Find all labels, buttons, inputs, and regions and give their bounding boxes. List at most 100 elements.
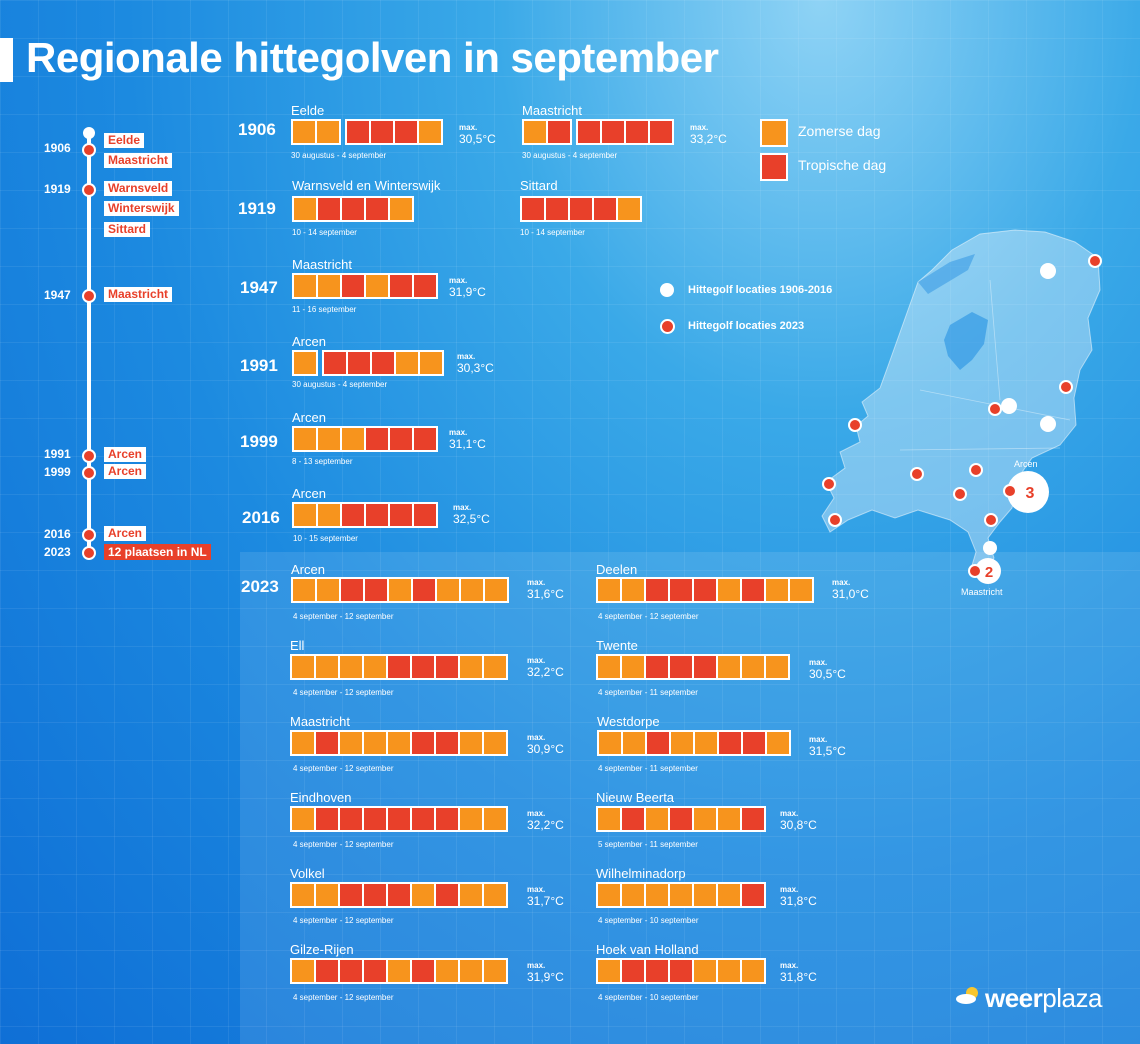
map-dot-historic xyxy=(1040,263,1056,279)
zomerse-dag-cell xyxy=(484,656,506,678)
timeline-label: Maastricht xyxy=(104,287,173,302)
map-ijsselmeer xyxy=(944,312,988,370)
event-dates: 4 september - 10 september xyxy=(598,916,699,925)
event-max-temp: 32,5°C xyxy=(453,512,490,526)
zomerse-dag-cell xyxy=(340,732,364,754)
event-max-temp: 30,3°C xyxy=(457,361,494,375)
timeline-dot-2023 xyxy=(82,546,96,560)
timeline-dot-1947 xyxy=(82,289,96,303)
tropische-dag-cell xyxy=(670,656,694,678)
zomerse-dag-cell xyxy=(292,808,316,830)
tropische-dag-cell xyxy=(694,656,718,678)
map-dot-2023 xyxy=(969,463,983,477)
zomerse-dag-cell xyxy=(742,656,766,678)
zomerse-dag-cell xyxy=(396,352,420,374)
day-segment xyxy=(522,119,572,145)
event-max-temp: 31,0°C xyxy=(832,587,869,601)
zomerse-dag-cell xyxy=(524,121,548,143)
event-day-boxes xyxy=(292,273,442,299)
tropische-dag-cell xyxy=(670,579,694,601)
event-station: Maastricht xyxy=(522,103,582,118)
tropische-dag-cell xyxy=(414,504,436,526)
tropische-dag-cell xyxy=(742,808,764,830)
day-segment xyxy=(291,577,509,603)
tropische-dag-cell xyxy=(670,960,694,982)
event-dates: 30 augustus - 4 september xyxy=(291,151,387,160)
map-dot-historic xyxy=(983,541,997,555)
event-day-boxes xyxy=(596,577,818,603)
zomerse-dag-cell xyxy=(485,579,507,601)
tropische-dag-cell xyxy=(348,352,372,374)
timeline-line xyxy=(87,132,91,552)
zomerse-dag-cell xyxy=(293,121,317,143)
event-max-temp: 31,1°C xyxy=(449,437,486,451)
zomerse-dag-cell xyxy=(389,579,413,601)
map-label-maastricht: Maastricht xyxy=(961,587,1003,597)
tropische-dag-cell xyxy=(342,275,366,297)
zomerse-dag-cell xyxy=(420,352,442,374)
timeline-label: Arcen xyxy=(104,526,147,541)
zomerse-dag-cell xyxy=(294,352,316,374)
tropische-dag-cell xyxy=(364,960,388,982)
event-dates: 4 september - 12 september xyxy=(293,840,394,849)
event-max-temp: 30,9°C xyxy=(527,742,564,756)
timeline-start-dot xyxy=(83,127,95,139)
event-station: Gilze-Rijen xyxy=(290,942,354,957)
zomerse-dag-cell xyxy=(484,732,506,754)
event-station: Hoek van Holland xyxy=(596,942,699,957)
event-day-boxes xyxy=(290,958,512,984)
title-accent-bar xyxy=(0,38,13,82)
timeline-year: 2023 xyxy=(44,545,71,559)
event-dates: 30 augustus - 4 september xyxy=(292,380,388,389)
event-dates: 4 september - 11 september xyxy=(598,688,698,697)
event-day-boxes xyxy=(291,119,447,145)
event-year: 1919 xyxy=(238,199,276,218)
zomerse-dag-cell xyxy=(316,884,340,906)
legend-tropische-swatch xyxy=(760,153,788,181)
tropische-dag-cell xyxy=(390,428,414,450)
map-dot-arcen-large xyxy=(1007,471,1049,513)
event-day-boxes xyxy=(290,882,512,908)
day-segment xyxy=(290,882,508,908)
zomerse-dag-cell xyxy=(316,656,340,678)
zomerse-dag-cell xyxy=(317,579,341,601)
day-segment xyxy=(292,426,438,452)
timeline-label: Sittard xyxy=(104,222,151,237)
zomerse-dag-cell xyxy=(292,960,316,982)
event-day-boxes xyxy=(522,119,678,145)
event-dates: 30 augustus - 4 september xyxy=(522,151,618,160)
tropische-dag-cell xyxy=(436,884,460,906)
event-day-boxes xyxy=(290,654,512,680)
event-max-temp: 31,8°C xyxy=(780,970,817,984)
tropische-dag-cell xyxy=(412,808,436,830)
tropische-dag-cell xyxy=(626,121,650,143)
zomerse-dag-cell xyxy=(718,960,742,982)
event-day-boxes xyxy=(596,654,794,680)
tropische-dag-cell xyxy=(316,960,340,982)
tropische-dag-cell xyxy=(719,732,743,754)
event-day-boxes xyxy=(596,882,770,908)
zomerse-dag-cell xyxy=(460,884,484,906)
tropische-dag-cell xyxy=(390,504,414,526)
map-dot-2023 xyxy=(988,402,1002,416)
event-max-temp: 31,7°C xyxy=(527,894,564,908)
zomerse-dag-cell xyxy=(294,275,318,297)
timeline-year: 1919 xyxy=(44,182,71,196)
tropische-dag-cell xyxy=(578,121,602,143)
event-max-label: max. xyxy=(690,123,709,132)
timeline-year: 1991 xyxy=(44,447,71,461)
tropische-dag-cell xyxy=(340,808,364,830)
event-max-temp: 31,6°C xyxy=(527,587,564,601)
event-year: 2023 xyxy=(241,577,279,596)
tropische-dag-cell xyxy=(390,275,414,297)
event-station: Volkel xyxy=(290,866,325,881)
map-dot-2023 xyxy=(1003,484,1017,498)
event-max-label: max. xyxy=(449,276,468,285)
legend-zomerse-label: Zomerse dag xyxy=(798,123,881,139)
event-station: Twente xyxy=(596,638,638,653)
event-max-label: max. xyxy=(449,428,468,437)
event-day-boxes xyxy=(292,350,448,376)
zomerse-dag-cell xyxy=(598,884,622,906)
legend-hist-label: Hittegolf locaties 1906-2016 xyxy=(688,284,833,296)
day-segment xyxy=(292,273,438,299)
